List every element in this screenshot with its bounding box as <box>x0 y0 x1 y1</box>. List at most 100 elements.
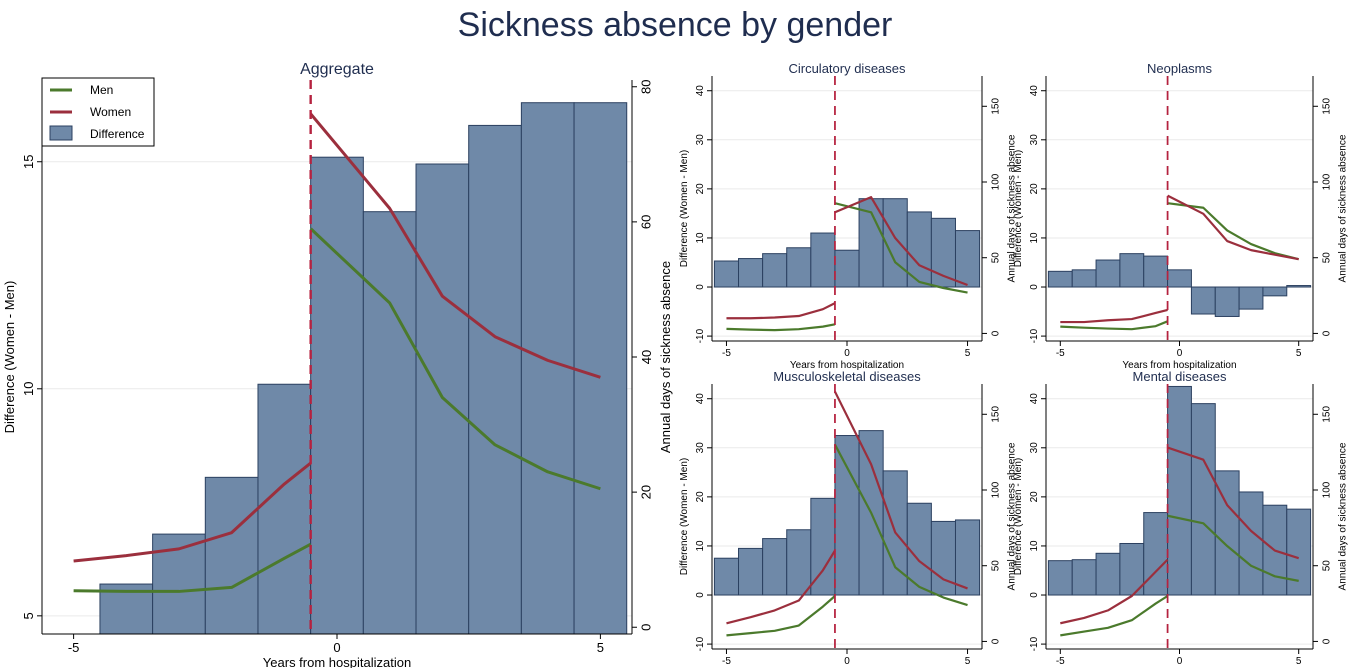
panel3-women-line <box>726 549 836 625</box>
panel3-y-right-tick-label: 50 <box>991 560 1002 572</box>
panel2-difference-bar <box>1238 286 1264 310</box>
panel0-y-right-tick-label: 0 <box>639 624 654 631</box>
panel3-y-left-tick-label: 40 <box>695 393 706 405</box>
panel1-y-right-tick-label: 150 <box>991 98 1002 115</box>
panel2-difference-bar <box>1262 286 1288 297</box>
panel0-x-tick-label: 0 <box>333 640 340 655</box>
panel1-difference-bar <box>762 253 788 288</box>
legend-men-label: Men <box>90 83 113 97</box>
panel4-y-right-tick-label: 150 <box>1322 406 1333 423</box>
panel3-difference-bar <box>786 529 812 596</box>
panel0-y-left-axis-label: Difference (Women - Men) <box>2 281 17 434</box>
panel1-men-line <box>726 323 836 332</box>
panel4-y-right-tick-label: 0 <box>1322 638 1333 644</box>
panel3-difference-bar <box>930 520 956 596</box>
panel2-y-left-tick-label: 10 <box>1029 232 1040 244</box>
panel2-y-right-axis-label: Annual days of sickness absence <box>1338 134 1349 282</box>
panel4-y-right-axis-label: Annual days of sickness absence <box>1338 442 1349 590</box>
page-title: Sickness absence by gender <box>457 6 893 44</box>
panel0-panel-title: Aggregate <box>300 61 374 78</box>
panel1-difference-bar <box>810 232 836 288</box>
panel1-x-tick-label: 5 <box>965 348 971 359</box>
panel4-y-left-tick-label: 40 <box>1029 393 1040 405</box>
panel0-difference-bar <box>362 211 417 635</box>
panel4-difference-bar <box>1167 385 1192 596</box>
panel4-men-line <box>1167 514 1299 582</box>
panel0-difference-bar <box>204 476 259 635</box>
panel1-difference-bar <box>738 258 764 288</box>
panel1-x-tick-label: -5 <box>722 348 731 359</box>
panel0-women-line <box>73 461 312 563</box>
panel0-men-line <box>73 542 312 593</box>
panel2-x-tick-label: 0 <box>1177 348 1183 359</box>
panel3-x-tick-label: -5 <box>722 656 731 667</box>
panel2-x-tick-label: 5 <box>1296 348 1302 359</box>
panel2-men-line <box>1060 320 1168 331</box>
panel4-y-left-tick-label: 10 <box>1029 540 1040 552</box>
panel4-difference-bar <box>1190 403 1216 596</box>
panel4-y-right-tick-label: 50 <box>1322 560 1333 572</box>
panel0-difference-bar <box>468 124 522 635</box>
panel2-men-line <box>1167 202 1299 261</box>
panel2-x-axis-label: Years from hospitalization <box>1122 360 1236 371</box>
panel3-women-line <box>833 391 968 590</box>
panel2-difference-bar <box>1286 285 1312 288</box>
panel2-y-left-tick-label: 20 <box>1029 183 1040 195</box>
panel1-y-right-axis-label: Annual days of sickness absence <box>1007 134 1018 282</box>
panel0-difference-bar <box>257 383 312 635</box>
panel2-women-line <box>1060 308 1168 324</box>
panel3-men-line <box>833 444 968 607</box>
panel2-difference-bar <box>1190 286 1216 315</box>
panel1-x-axis-label: Years from hospitalization <box>790 360 904 371</box>
panel0-x-tick-label: 5 <box>597 640 604 655</box>
panel3-panel-title: Musculoskeletal diseases <box>773 369 921 384</box>
panel4-x-tick-label: -5 <box>1056 656 1065 667</box>
panel4-x-tick-label: 5 <box>1296 656 1302 667</box>
panel0-y-right-axis-label: Annual days of sickness absence <box>658 261 673 453</box>
panel1-men-line <box>834 202 968 294</box>
panel1-difference-bar <box>882 198 908 288</box>
panel2-x-tick-label: -5 <box>1056 348 1065 359</box>
panel1-women-line <box>726 302 836 320</box>
panel3-x-tick-label: 0 <box>844 656 850 667</box>
panel0-difference-bar <box>310 156 364 635</box>
panel0-difference-bar <box>520 102 575 635</box>
panel4-difference-bar <box>1286 508 1312 596</box>
panel4-men-line <box>1060 595 1169 637</box>
panel1-y-left-axis-label: Difference (Women - Men) <box>679 150 690 267</box>
panel0-y-right-tick-label: 20 <box>639 485 654 499</box>
panel2-difference-bar <box>1095 259 1121 288</box>
panel2-y-right-tick-label: 100 <box>1322 173 1333 190</box>
panel3-y-right-tick-label: 100 <box>991 481 1002 498</box>
panel4-difference-bar <box>1047 560 1073 596</box>
panel2-women-line <box>1167 194 1299 261</box>
panel1-panel-title: Circulatory diseases <box>788 61 906 76</box>
panel2-difference-bar <box>1047 270 1073 288</box>
panel1-y-right-tick-label: 50 <box>991 252 1002 264</box>
panel4-difference-bar <box>1238 491 1264 596</box>
panel0-x-axis-label: Years from hospitalization <box>263 655 411 668</box>
panel3-difference-bar <box>713 557 740 596</box>
panel3-y-left-tick-label: 20 <box>695 491 706 503</box>
panel1-y-left-tick-label: 0 <box>695 284 706 290</box>
panel0-women-line <box>309 112 601 379</box>
panel1-difference-bar <box>786 247 812 288</box>
panel3-men-line <box>726 595 836 637</box>
panel2-y-left-axis-label: Difference (Women - Men) <box>1013 150 1024 267</box>
panel2-y-left-tick-label: -10 <box>1029 328 1040 343</box>
panel1-y-left-tick-label: 40 <box>695 85 706 97</box>
panel4-difference-bar <box>1143 512 1169 596</box>
panel3-y-left-tick-label: 0 <box>695 592 706 598</box>
panel4-x-tick-label: 0 <box>1177 656 1183 667</box>
panel1-x-tick-label: 0 <box>844 348 850 359</box>
panel2-difference-bar <box>1071 269 1097 288</box>
panel3-difference-bar <box>954 519 981 596</box>
legend-difference-swatch <box>49 125 73 141</box>
panel4-women-line <box>1060 558 1169 625</box>
panel3-y-left-axis-label: Difference (Women - Men) <box>679 458 690 575</box>
panel4-panel-title: Mental diseases <box>1133 369 1227 384</box>
panel3-y-right-axis-label: Annual days of sickness absence <box>1007 442 1018 590</box>
legend-difference-label: Difference <box>90 127 145 141</box>
panel2-y-right-tick-label: 150 <box>1322 98 1333 115</box>
panel2-difference-bar <box>1167 269 1192 288</box>
